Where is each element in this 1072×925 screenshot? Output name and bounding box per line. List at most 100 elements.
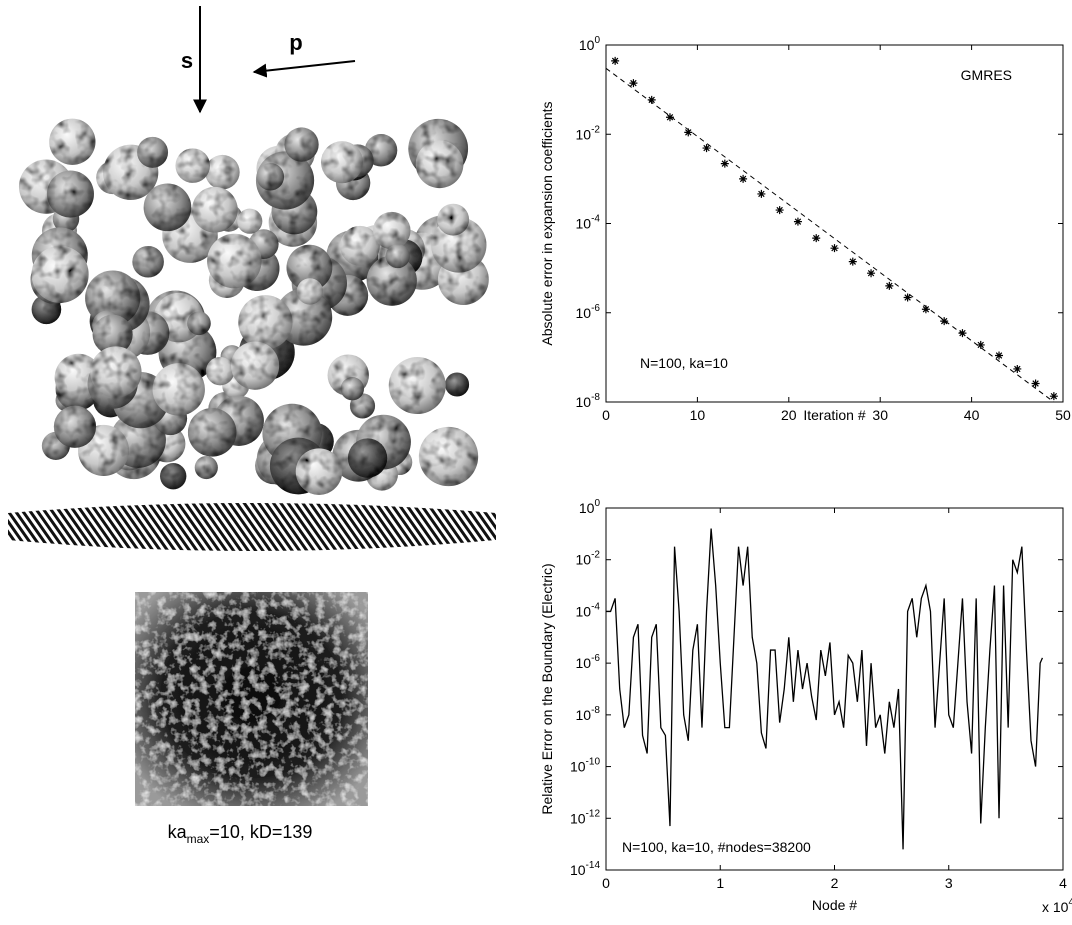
y-tick-label: 10-14 (570, 860, 600, 878)
caption-sub: max (187, 832, 210, 846)
data-point (775, 206, 784, 215)
data-point (720, 159, 729, 168)
sphere (320, 141, 364, 184)
x-tick-label: 1 (716, 875, 724, 891)
caption-part: =10, kD=139 (209, 822, 312, 842)
sphere (238, 295, 293, 350)
data-point (1049, 392, 1058, 401)
sphere (175, 148, 211, 183)
sphere (31, 245, 89, 303)
x-tick-label: 0 (602, 875, 610, 891)
x-tick-label: 3 (945, 875, 953, 891)
sphere (237, 208, 263, 234)
sphere (92, 314, 133, 355)
sphere (388, 357, 446, 415)
data-point (885, 281, 894, 290)
x-tick-label: 10 (690, 407, 706, 423)
sphere (373, 211, 411, 250)
caption-part: ka (168, 822, 188, 842)
data-point (921, 305, 930, 314)
reconstruction-image (135, 592, 368, 806)
sphere (53, 405, 97, 448)
sphere (132, 245, 164, 278)
data-point (757, 189, 766, 198)
x-tick-label: 0 (602, 407, 610, 423)
data-point (684, 128, 693, 137)
y-tick-label: 10-10 (570, 757, 600, 775)
data-point (830, 244, 839, 253)
sphere (347, 438, 388, 478)
sphere (385, 244, 410, 269)
data-point (940, 317, 949, 326)
x-tick-label: 4 (1059, 875, 1067, 891)
y-tick-label: 10-6 (576, 303, 601, 321)
sphere (137, 136, 169, 168)
sphere (205, 154, 240, 190)
annotation: N=100, ka=10 (640, 355, 728, 371)
sphere (340, 225, 380, 266)
sphere-cloud (18, 118, 489, 495)
x-tick-label: 2 (831, 875, 839, 891)
sphere (207, 233, 262, 289)
sphere (415, 140, 464, 189)
x-offset-label: x 104 (1042, 897, 1072, 915)
fit-line (605, 67, 1055, 403)
sphere (152, 363, 205, 416)
arrow-p (252, 60, 356, 78)
sphere (46, 170, 94, 218)
caption: kamax=10, kD=139 (168, 822, 313, 846)
y-tick-label: 10-2 (576, 124, 601, 142)
x-tick-label: 50 (1055, 407, 1071, 423)
x-tick-label: 40 (964, 407, 980, 423)
data-point (1031, 379, 1040, 388)
y-tick-label: 10-12 (570, 808, 600, 826)
y-tick-label: 10-4 (576, 214, 601, 232)
y-tick-label: 100 (579, 498, 601, 516)
plot-frame (605, 44, 1064, 403)
data-line (606, 528, 1044, 850)
data-point (995, 351, 1004, 360)
y-tick-label: 10-8 (576, 705, 601, 723)
y-axis-label: Relative Error on the Boundary (Electric… (539, 563, 555, 814)
y-tick-label: 10-6 (576, 653, 601, 671)
sphere (160, 462, 187, 490)
sphere (205, 356, 235, 386)
x-tick-label: 30 (872, 407, 888, 423)
data-point (702, 144, 711, 153)
data-point (958, 329, 967, 338)
sphere (445, 372, 470, 397)
data-point (611, 56, 620, 65)
sphere (418, 426, 479, 487)
y-tick-label: 100 (579, 35, 601, 53)
sphere (85, 270, 141, 326)
sphere (286, 244, 333, 291)
data-point (665, 113, 674, 122)
data-point (629, 79, 638, 88)
annotation: N=100, ka=10, #nodes=38200 (622, 839, 811, 855)
sphere (437, 203, 470, 236)
y-tick-label: 10-2 (576, 550, 601, 568)
data-point (976, 340, 985, 349)
y-tick-label: 10-8 (576, 392, 601, 410)
data-point (739, 174, 748, 183)
arrow-label: s (181, 48, 193, 73)
data-point (1013, 364, 1022, 373)
sphere (187, 408, 237, 457)
sphere (296, 278, 324, 305)
data-point (647, 95, 656, 104)
sphere (366, 255, 417, 306)
x-axis-label: Iteration # (803, 407, 865, 423)
sphere (143, 183, 192, 232)
sphere (90, 346, 142, 398)
x-axis-label: Node # (812, 897, 857, 913)
sphere (49, 118, 96, 165)
annotation: GMRES (961, 67, 1012, 83)
sphere (187, 311, 211, 336)
data-point (867, 269, 876, 278)
x-tick-label: 20 (781, 407, 797, 423)
sphere (194, 456, 218, 480)
sphere (295, 448, 343, 495)
sphere (340, 377, 365, 401)
